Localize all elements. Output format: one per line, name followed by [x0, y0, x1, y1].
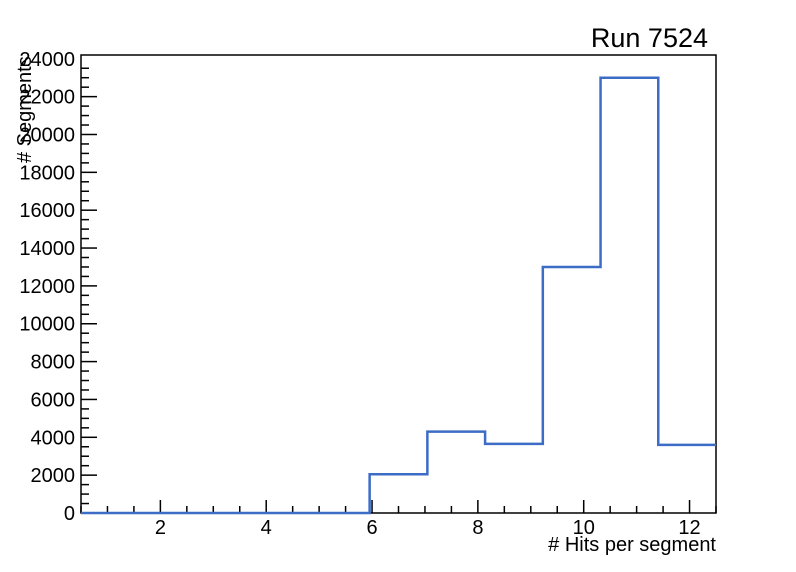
y-tick-label: 20000: [19, 124, 75, 146]
histogram-line: [81, 76, 716, 515]
y-tick-label: 24000: [19, 49, 75, 71]
y-tick-label: 8000: [31, 352, 76, 374]
y-tick-label: 12000: [19, 276, 75, 298]
x-tick-label: 4: [261, 517, 272, 539]
y-tick-label: 6000: [31, 389, 76, 411]
y-tick-label: 4000: [31, 427, 76, 449]
x-tick-label: 8: [472, 517, 483, 539]
plot-frame: [80, 54, 717, 514]
y-tick-label: 16000: [19, 200, 75, 222]
y-tick-label: 2000: [31, 465, 76, 487]
x-tick-label: 12: [678, 517, 700, 539]
axis-ticks: [80, 67, 717, 514]
axis-tick-labels: 0 2000 4000 6000 8000 10000 12000 14000 16000 180…: [19, 49, 700, 539]
x-axis-title: # Hits per segment: [548, 534, 716, 556]
y-tick-label: 14000: [19, 238, 75, 260]
x-tick-label: 10: [573, 517, 595, 539]
x-tick-label: 6: [366, 517, 377, 539]
y-tick-label: 18000: [19, 162, 75, 184]
x-tick-label: 2: [155, 517, 166, 539]
y-tick-label: 10000: [19, 314, 75, 336]
y-tick-label: 22000: [19, 87, 75, 109]
y-tick-label: 0: [64, 503, 75, 525]
plot-title: Run 7524: [590, 23, 708, 53]
